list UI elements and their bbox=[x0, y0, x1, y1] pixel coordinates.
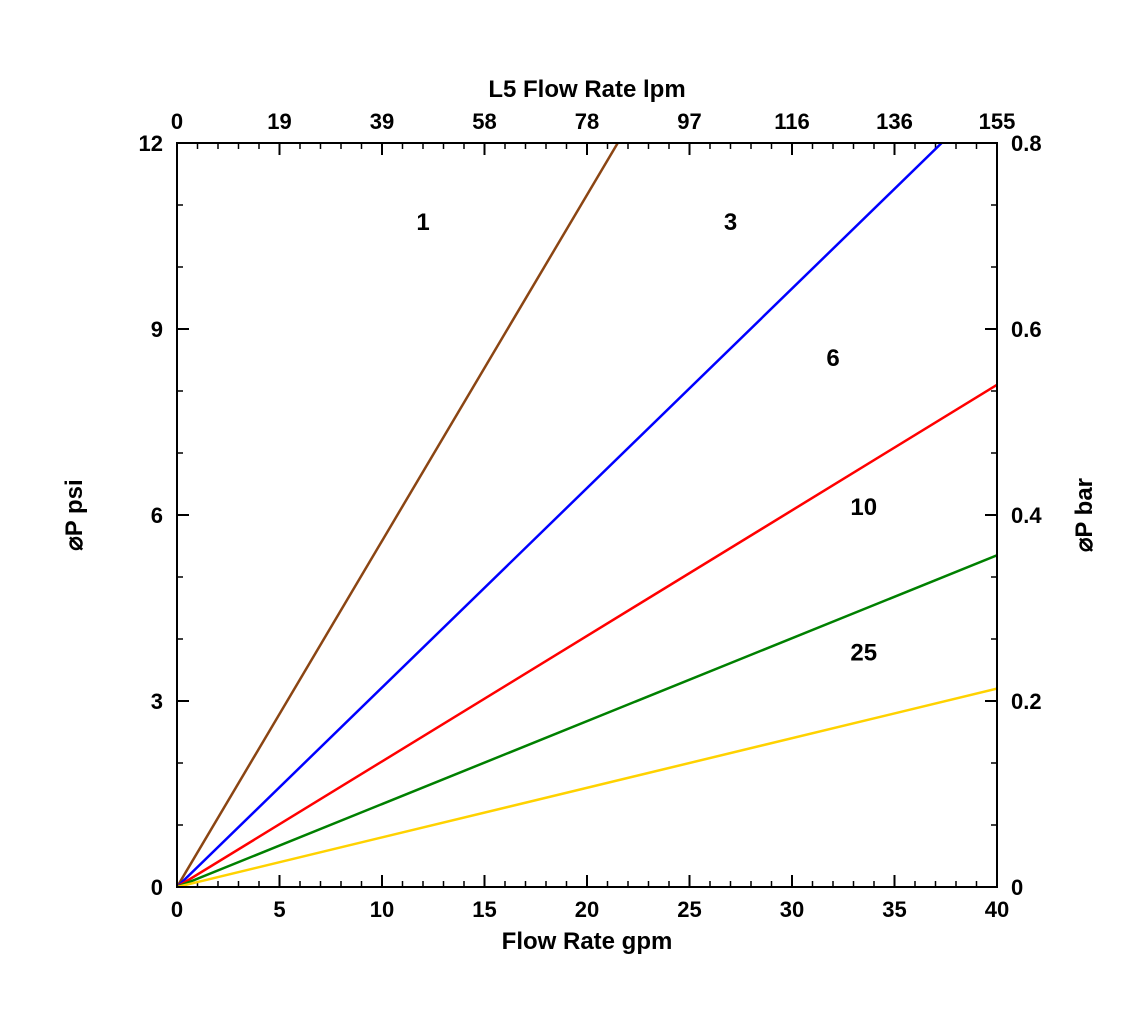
x-top-tick-label: 116 bbox=[774, 109, 810, 134]
y-left-tick-label: 9 bbox=[151, 317, 163, 342]
x-top-tick-label: 0 bbox=[171, 109, 183, 134]
x-top-tick-label: 19 bbox=[267, 109, 291, 134]
flow-rate-pressure-chart: 0510152025303540Flow Rate gpm01939587897… bbox=[0, 0, 1144, 1022]
y-left-tick-label: 12 bbox=[139, 131, 163, 156]
y-right-axis-label: ⌀P bar bbox=[1071, 478, 1098, 552]
y-right-tick-label: 0 bbox=[1011, 875, 1023, 900]
x-bottom-tick-label: 0 bbox=[171, 897, 183, 922]
x-top-tick-label: 136 bbox=[876, 109, 913, 134]
x-top-tick-label: 155 bbox=[979, 109, 1016, 134]
y-left-tick-label: 6 bbox=[151, 503, 163, 528]
x-top-axis-label: L5 Flow Rate lpm bbox=[488, 76, 685, 103]
y-left-tick-label: 3 bbox=[151, 689, 163, 714]
y-right-tick-label: 0.4 bbox=[1011, 503, 1042, 528]
x-top-tick-label: 78 bbox=[575, 109, 599, 134]
x-bottom-axis-label: Flow Rate gpm bbox=[502, 928, 673, 955]
y-left-tick-label: 0 bbox=[151, 875, 163, 900]
y-left-axis-label: ⌀P psi bbox=[61, 479, 88, 550]
x-top-tick-label: 97 bbox=[677, 109, 701, 134]
series-label-10: 10 bbox=[850, 494, 877, 521]
y-right-tick-label: 0.2 bbox=[1011, 689, 1042, 714]
x-bottom-tick-label: 40 bbox=[985, 897, 1009, 922]
series-label-1: 1 bbox=[416, 209, 429, 236]
x-bottom-tick-label: 35 bbox=[882, 897, 906, 922]
chart-svg: 0510152025303540Flow Rate gpm01939587897… bbox=[0, 0, 1144, 1022]
x-bottom-tick-label: 25 bbox=[677, 897, 701, 922]
y-right-tick-label: 0.8 bbox=[1011, 131, 1042, 156]
x-top-tick-label: 58 bbox=[472, 109, 496, 134]
series-label-25: 25 bbox=[850, 640, 877, 667]
x-bottom-tick-label: 20 bbox=[575, 897, 599, 922]
y-right-tick-label: 0.6 bbox=[1011, 317, 1042, 342]
x-bottom-tick-label: 15 bbox=[472, 897, 496, 922]
x-top-tick-label: 39 bbox=[370, 109, 394, 134]
x-bottom-tick-label: 10 bbox=[370, 897, 394, 922]
series-label-6: 6 bbox=[826, 345, 839, 372]
x-bottom-tick-label: 30 bbox=[780, 897, 804, 922]
x-bottom-tick-label: 5 bbox=[273, 897, 285, 922]
series-label-3: 3 bbox=[724, 209, 737, 236]
